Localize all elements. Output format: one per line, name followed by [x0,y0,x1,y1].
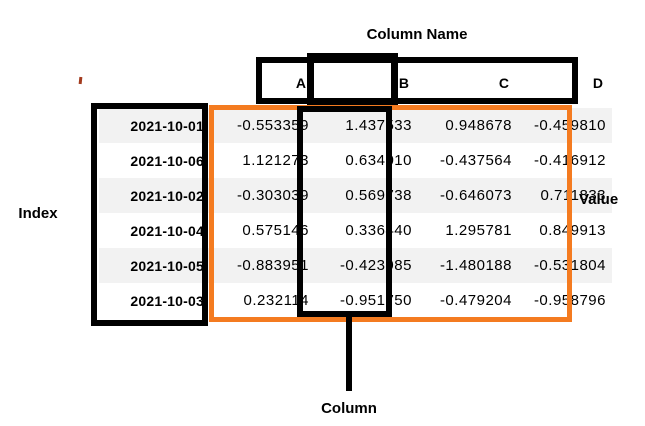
stray-mark [78,76,83,85]
column-pointer-line [346,317,352,391]
df-cell: 0.232114 [243,292,309,309]
df-cell: -0.553359 [236,117,309,134]
df-cell: 0.849913 [539,222,606,239]
row-index: 2021-10-03 [130,292,204,309]
df-cell: -0.951750 [339,292,412,309]
df-cell: -0.459810 [533,117,606,134]
header-row: A B C D [99,58,612,108]
row-index: 2021-10-06 [130,152,204,169]
value-label: Value [579,191,619,208]
column-header-b: B [315,58,418,108]
df-cell: -0.883951 [236,257,309,274]
table-row: 2021-10-03 0.232114 -0.951750 -0.479204 … [99,283,612,318]
df-cell: 1.295781 [445,222,512,239]
table-row: 2021-10-01 -0.553359 1.437533 0.948678 -… [99,108,612,143]
df-cell: 1.121273 [242,152,309,169]
df-cell: 0.948678 [445,117,512,134]
df-cell: -0.423985 [339,257,412,274]
column-name-label: Column Name [366,26,468,43]
column-header-d: D [518,58,612,108]
df-cell: 0.569738 [345,187,412,204]
corner-cell [99,58,218,108]
df-cell: -0.479204 [439,292,512,309]
df-cell: 0.575146 [242,222,309,239]
df-cell: -0.958796 [533,292,606,309]
column-header-c: C [418,58,518,108]
df-cell: -0.437564 [439,152,512,169]
table-row: 2021-10-02 -0.303039 0.569738 -0.646073 … [99,178,612,213]
df-cell: -0.303039 [236,187,309,204]
table-row: 2021-10-04 0.575146 0.336440 1.295781 0.… [99,213,612,248]
df-cell: 1.437533 [345,117,412,134]
row-index: 2021-10-02 [130,187,204,204]
df-cell: -0.646073 [439,187,512,204]
table-row: 2021-10-06 1.121273 0.634010 -0.437564 -… [99,143,612,178]
table-row: 2021-10-05 -0.883951 -0.423985 -1.480188… [99,248,612,283]
df-cell: 0.711833 [540,187,606,204]
df-cell: 0.336440 [345,222,412,239]
df-cell: -1.480188 [439,257,512,274]
df-cell: -0.416912 [533,152,606,169]
df-cell: 0.634010 [345,152,412,169]
row-index: 2021-10-05 [130,257,204,274]
df-cell: -0.531804 [533,257,606,274]
row-index: 2021-10-01 [130,117,204,134]
index-label: Index [18,205,58,222]
row-index: 2021-10-04 [130,222,204,239]
dataframe-table: A B C D 2021-10-01 -0.553359 1.437533 0.… [99,58,612,318]
column-label: Column [321,400,377,417]
column-header-a: A [218,58,315,108]
